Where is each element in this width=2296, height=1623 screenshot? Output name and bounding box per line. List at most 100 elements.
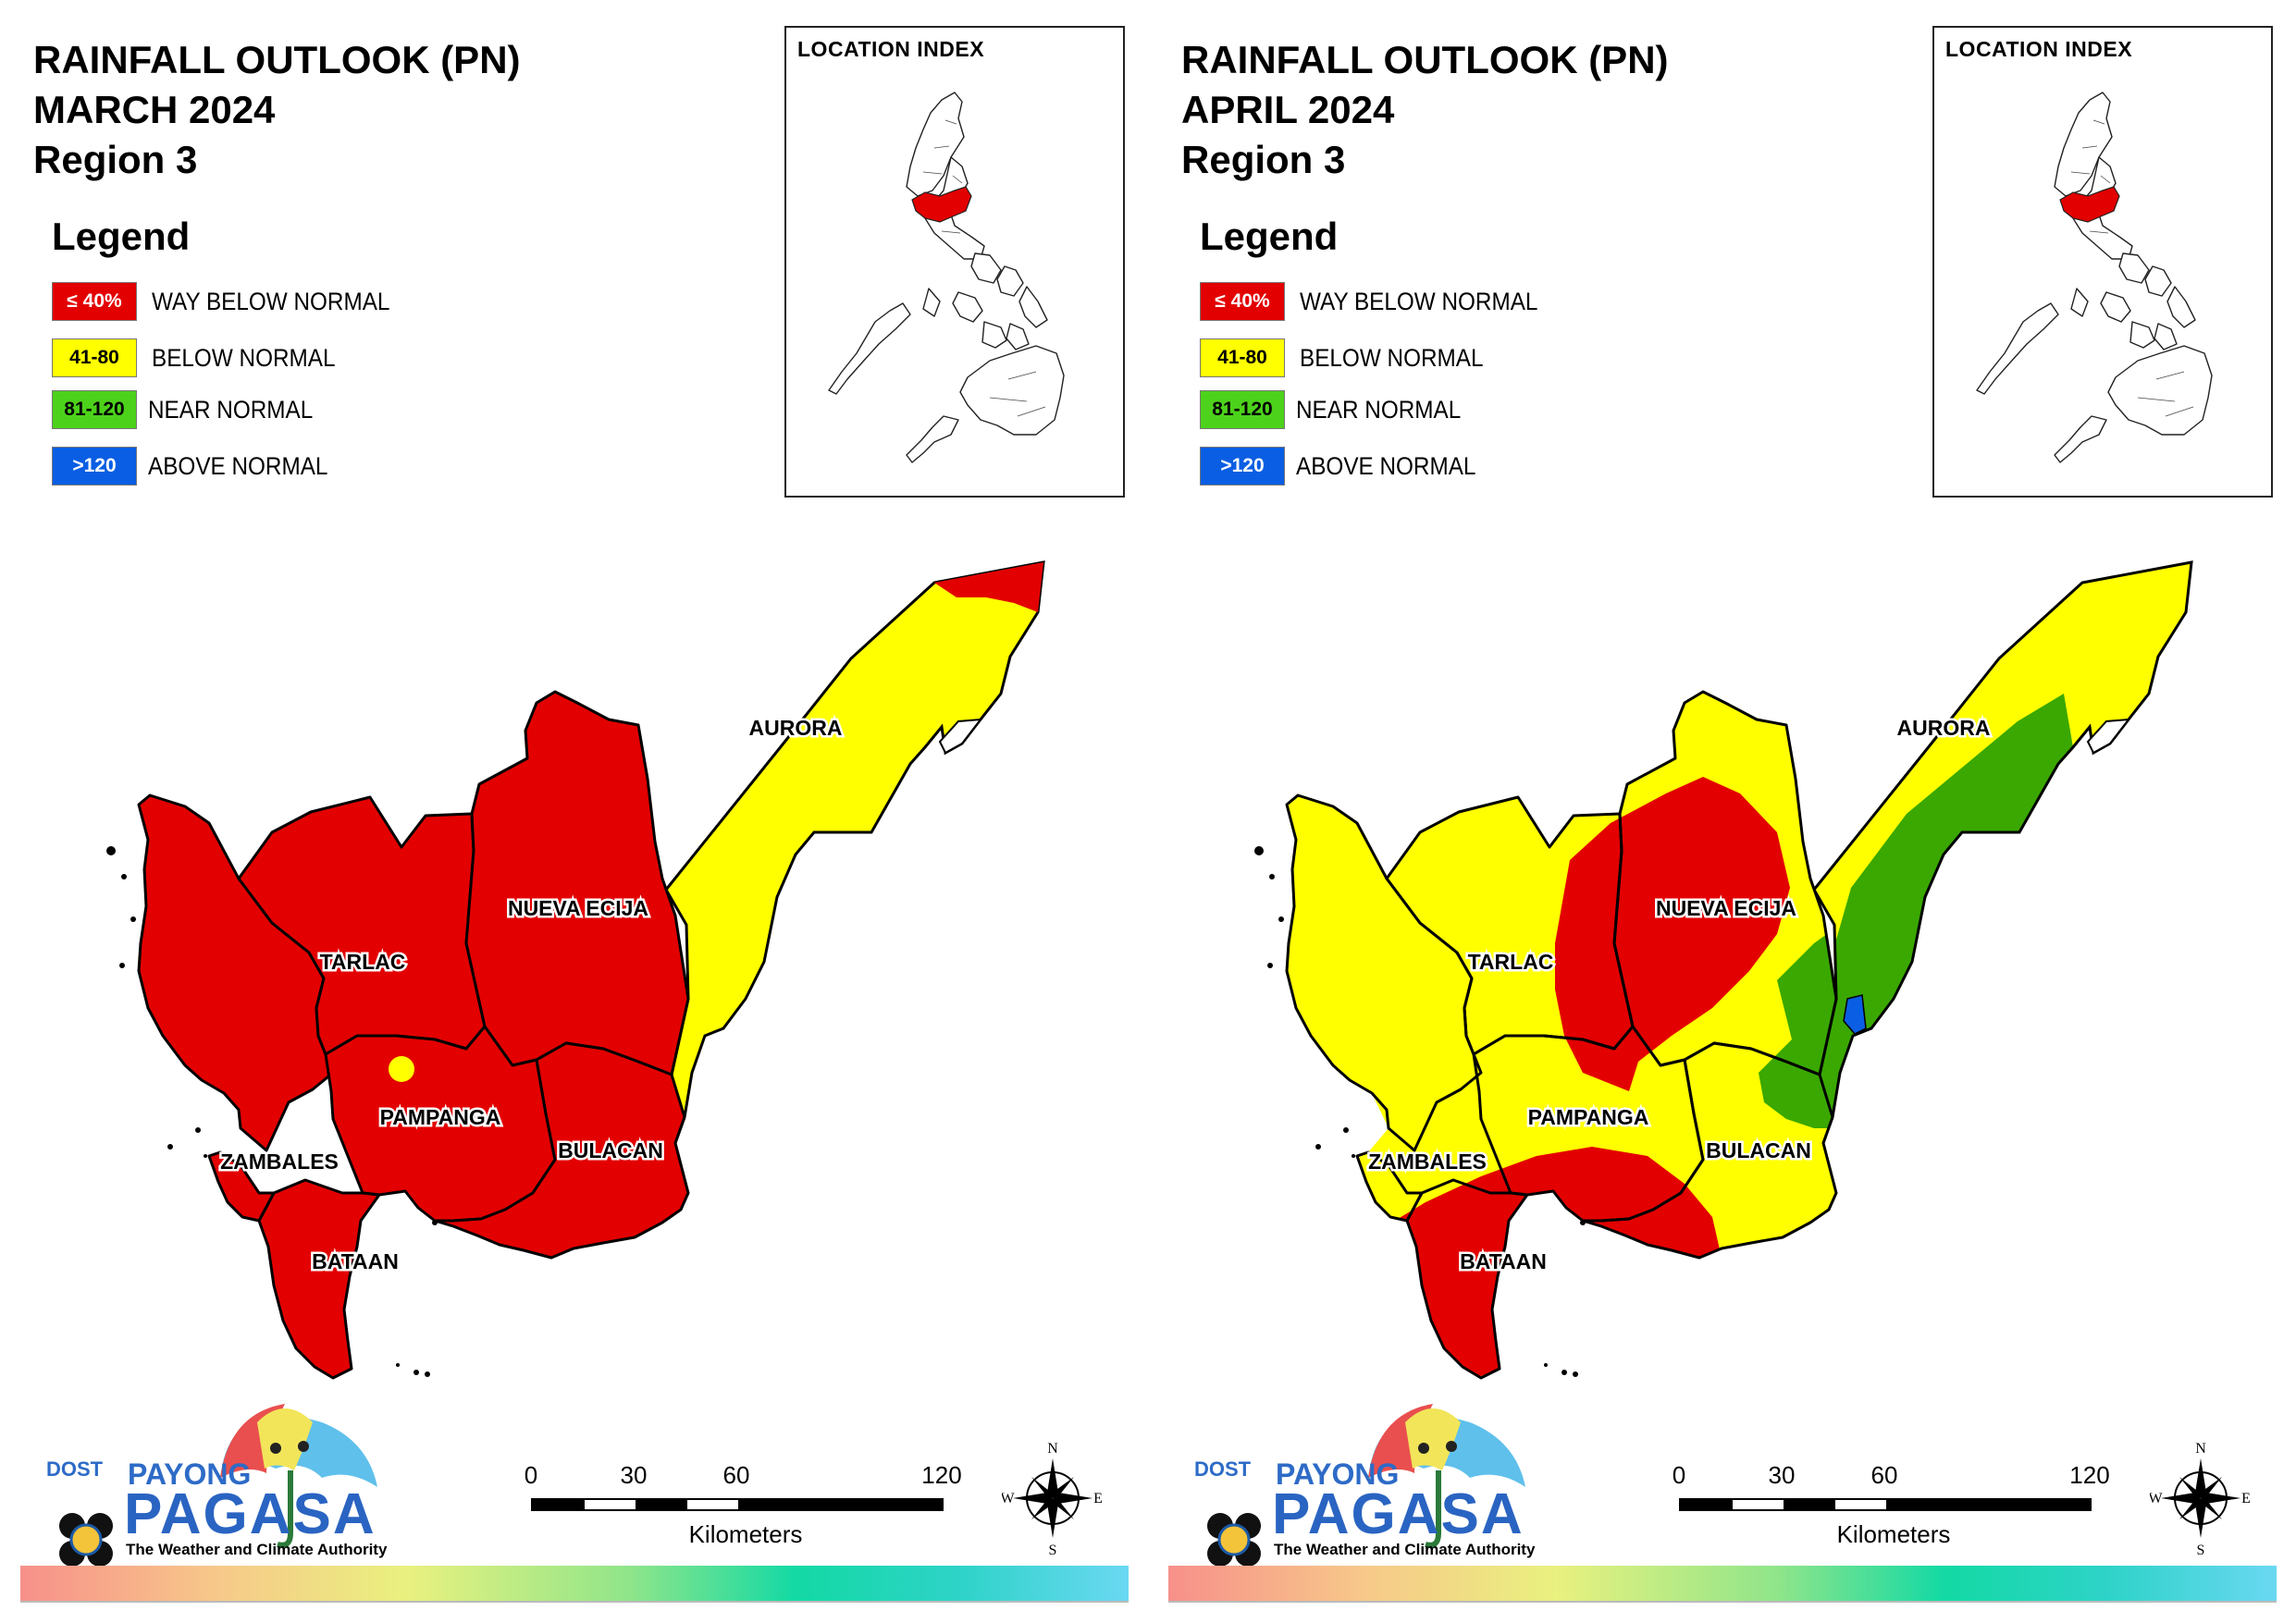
scale-tick: 60 (1870, 1461, 1898, 1489)
legend-item-near-normal: 81-120 NEAR NORMAL (52, 387, 331, 432)
logo-tagline: The Weather and Climate Authority (1274, 1541, 1536, 1558)
compass-w: W (1002, 1491, 1015, 1506)
logo-pagasa: PAGASA (124, 1482, 376, 1546)
bottom-divider (1168, 1601, 2277, 1603)
label-aurora: AURORA (1897, 716, 1991, 740)
outlook-panel-april: RAINFALL OUTLOOK (PN) APRIL 2024 Region … (1148, 0, 2296, 1623)
inset-title: LOCATION INDEX (1945, 37, 2133, 61)
scale-bar-graphic (531, 1498, 944, 1511)
label-zambales: ZAMBALES (220, 1150, 339, 1174)
label-nueva-ecija: NUEVA ECIJA (508, 896, 648, 920)
umbrella-icon (1207, 1404, 1525, 1567)
legend: Legend ≤ 40% WAY BELOW NORMAL 41-80 BELO… (52, 215, 389, 486)
legend-heading: Legend (1200, 215, 1339, 258)
scale-tick: 0 (1672, 1461, 1686, 1489)
north-arrow: N E S W (1000, 1438, 1104, 1558)
label-bulacan: BULACAN (1706, 1138, 1811, 1162)
legend-label: ABOVE NORMAL (148, 451, 328, 480)
scale-tick: 0 (524, 1461, 538, 1489)
legend: Legend ≤ 40% WAY BELOW NORMAL 41-80 BELO… (1200, 215, 1537, 486)
title-line-2: MARCH 2024 (33, 88, 276, 131)
label-tarlac: TARLAC (1468, 950, 1554, 974)
label-aurora: AURORA (749, 716, 843, 740)
scale-unit: Kilometers (688, 1520, 803, 1548)
legend-item-way-below-normal: ≤ 40% WAY BELOW NORMAL (52, 279, 416, 324)
inset-title: LOCATION INDEX (797, 37, 985, 61)
logo-payong: PAYONG (128, 1457, 252, 1491)
label-nueva-ecija: NUEVA ECIJA (1656, 896, 1796, 920)
scale-tick: 120 (2069, 1461, 2110, 1489)
scale-bar: 0 30 60 120 Kilometers (524, 1461, 968, 1554)
scale-bar: 0 30 60 120 Kilometers (1672, 1461, 2116, 1554)
map-pampanga-dot (389, 1056, 414, 1082)
map-title: RAINFALL OUTLOOK (PN) MARCH 2024 Region … (33, 35, 521, 185)
legend-heading: Legend (52, 215, 191, 258)
location-index-inset: LOCATION INDEX (784, 26, 1125, 498)
legend-label: WAY BELOW NORMAL (152, 287, 390, 315)
label-pampanga: PAMPANGA (1528, 1105, 1649, 1129)
label-bataan: BATAAN (1460, 1249, 1547, 1273)
color-strip (20, 1566, 1129, 1601)
legend-item-above-normal: >120 ABOVE NORMAL (52, 444, 348, 488)
title-line-3: Region 3 (33, 138, 198, 181)
logo-payong: PAYONG (1276, 1457, 1400, 1491)
map-title: RAINFALL OUTLOOK (PN) APRIL 2024 Region … (1181, 35, 1669, 185)
legend-item-below-normal: 41-80 BELOW NORMAL (52, 336, 356, 380)
legend-item-below-normal: 41-80 BELOW NORMAL (1200, 336, 1504, 380)
legend-swatch: 81-120 (1200, 390, 1285, 429)
legend-item-above-normal: >120 ABOVE NORMAL (1200, 444, 1496, 488)
compass-rose-icon: N E S W (2148, 1441, 2251, 1558)
compass-n: N (1047, 1441, 1058, 1457)
title-line-1: RAINFALL OUTLOOK (PN) (1181, 38, 1669, 81)
legend-swatch: >120 (52, 447, 137, 486)
region-3-outlook-map: AURORA NUEVA ECIJA TARLAC PAMPANGA BULAC… (106, 560, 1045, 1380)
legend-swatch: >120 (1200, 447, 1285, 486)
label-bataan: BATAAN (312, 1249, 399, 1273)
payong-pagasa-logo: DOST PAYONG PAGASA The Weather and Clima… (1183, 1385, 1544, 1570)
map-west-provinces (1285, 690, 1838, 1380)
philippines-outline-map (828, 92, 1065, 463)
legend-label: WAY BELOW NORMAL (1300, 287, 1538, 315)
scale-unit: Kilometers (1836, 1520, 1951, 1548)
compass-w: W (2150, 1491, 2163, 1506)
compass-e: E (2241, 1491, 2251, 1506)
map-coast-islets (1254, 846, 1586, 1377)
legend-swatch: ≤ 40% (52, 282, 137, 321)
bottom-divider (20, 1601, 1129, 1603)
label-zambales: ZAMBALES (1368, 1150, 1487, 1174)
scale-bar-graphic (1679, 1498, 2092, 1511)
legend-swatch: ≤ 40% (1200, 282, 1285, 321)
legend-label: NEAR NORMAL (1296, 395, 1462, 424)
logo-dost: DOST (46, 1457, 104, 1481)
location-index-inset: LOCATION INDEX (1932, 26, 2273, 498)
label-pampanga: PAMPANGA (380, 1105, 501, 1129)
color-strip (1168, 1566, 2277, 1601)
legend-label: BELOW NORMAL (152, 343, 336, 372)
legend-swatch: 41-80 (52, 338, 137, 377)
title-line-3: Region 3 (1181, 138, 1346, 181)
umbrella-icon (59, 1404, 377, 1567)
scale-tick: 120 (921, 1461, 962, 1489)
region-3-outlook-map: AURORA NUEVA ECIJA TARLAC PAMPANGA BULAC… (1254, 560, 2193, 1380)
outlook-panel-march: RAINFALL OUTLOOK (PN) MARCH 2024 Region … (20, 26, 1129, 1603)
legend-swatch: 41-80 (1200, 338, 1285, 377)
compass-s: S (1049, 1543, 1057, 1558)
payong-pagasa-logo: DOST PAYONG PAGASA The Weather and Clima… (35, 1385, 396, 1570)
map-west-provinces (137, 690, 690, 1380)
compass-rose-icon: N E S W (1000, 1441, 1103, 1558)
map-aurora (1812, 560, 2193, 1144)
legend-label: BELOW NORMAL (1300, 343, 1484, 372)
compass-e: E (1093, 1491, 1103, 1506)
philippines-outline-map (1976, 92, 2213, 463)
compass-n: N (2195, 1441, 2206, 1457)
scale-tick: 30 (1768, 1461, 1796, 1489)
label-bulacan: BULACAN (558, 1138, 663, 1162)
legend-label: NEAR NORMAL (148, 395, 314, 424)
title-line-1: RAINFALL OUTLOOK (PN) (33, 38, 521, 81)
scale-tick: 60 (722, 1461, 750, 1489)
label-tarlac: TARLAC (320, 950, 406, 974)
north-arrow: N E S W (2148, 1438, 2252, 1558)
logo-pagasa: PAGASA (1272, 1482, 1524, 1546)
logo-dost: DOST (1194, 1457, 1252, 1481)
map-aurora (664, 560, 1045, 1144)
